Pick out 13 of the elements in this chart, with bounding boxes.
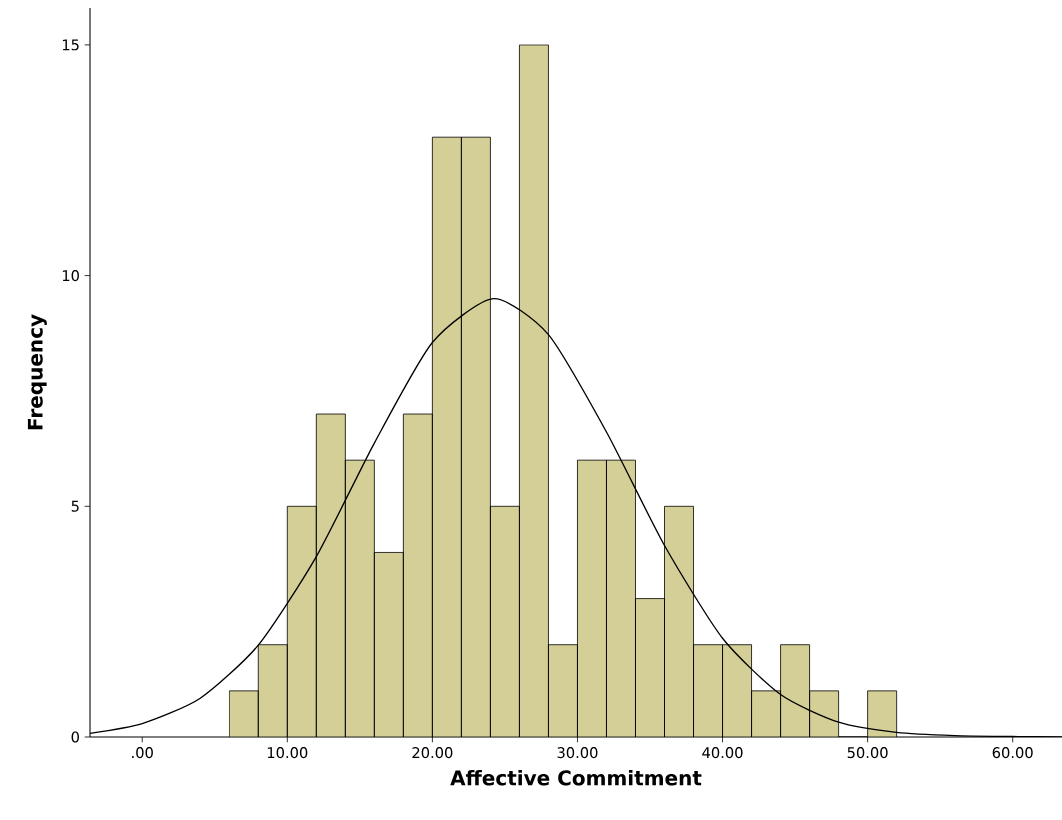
x-tick-label: .00 (132, 747, 153, 759)
y-tick-label: 15 (62, 39, 79, 51)
x-tick-label: 20.00 (412, 747, 453, 759)
x-tick-label: 40.00 (702, 747, 743, 759)
x-tick-label: 50.00 (847, 747, 888, 759)
y-axis-title: Frequency (27, 314, 47, 430)
y-tick-label: 10 (62, 270, 79, 282)
x-tick-label: 60.00 (992, 747, 1033, 759)
x-tick-label: 10.00 (267, 747, 308, 759)
y-tick-label: 5 (71, 500, 79, 512)
x-tick-label: 30.00 (557, 747, 598, 759)
x-axis-title: Affective Commitment (450, 769, 702, 786)
y-tick-label: 0 (71, 731, 79, 743)
